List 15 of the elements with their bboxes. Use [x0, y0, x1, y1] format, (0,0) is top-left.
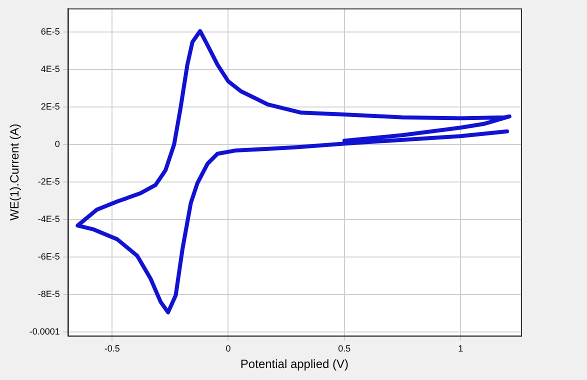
y-tick-label: 2E-5: [40, 102, 60, 112]
x-tick-label: 0.5: [338, 344, 351, 354]
x-tick-label: 0: [226, 344, 231, 354]
y-tick-label: -2E-5: [38, 176, 60, 187]
x-tick-label: -0.5: [104, 344, 120, 354]
y-axis-title: WE(1).Current (A): [8, 124, 22, 220]
y-tick-label: -0.0001: [29, 326, 60, 337]
y-tick-label: -8E-5: [38, 289, 60, 300]
y-tick-label: 4E-5: [40, 64, 60, 74]
x-tick-label: 1: [458, 344, 464, 354]
y-tick-label: -4E-5: [38, 214, 60, 224]
y-tick-label: -6E-5: [38, 252, 60, 262]
x-axis-title: Potential applied (V): [240, 357, 348, 372]
y-tick-label: 6E-5: [40, 26, 60, 37]
y-tick-label: 0: [54, 139, 60, 150]
